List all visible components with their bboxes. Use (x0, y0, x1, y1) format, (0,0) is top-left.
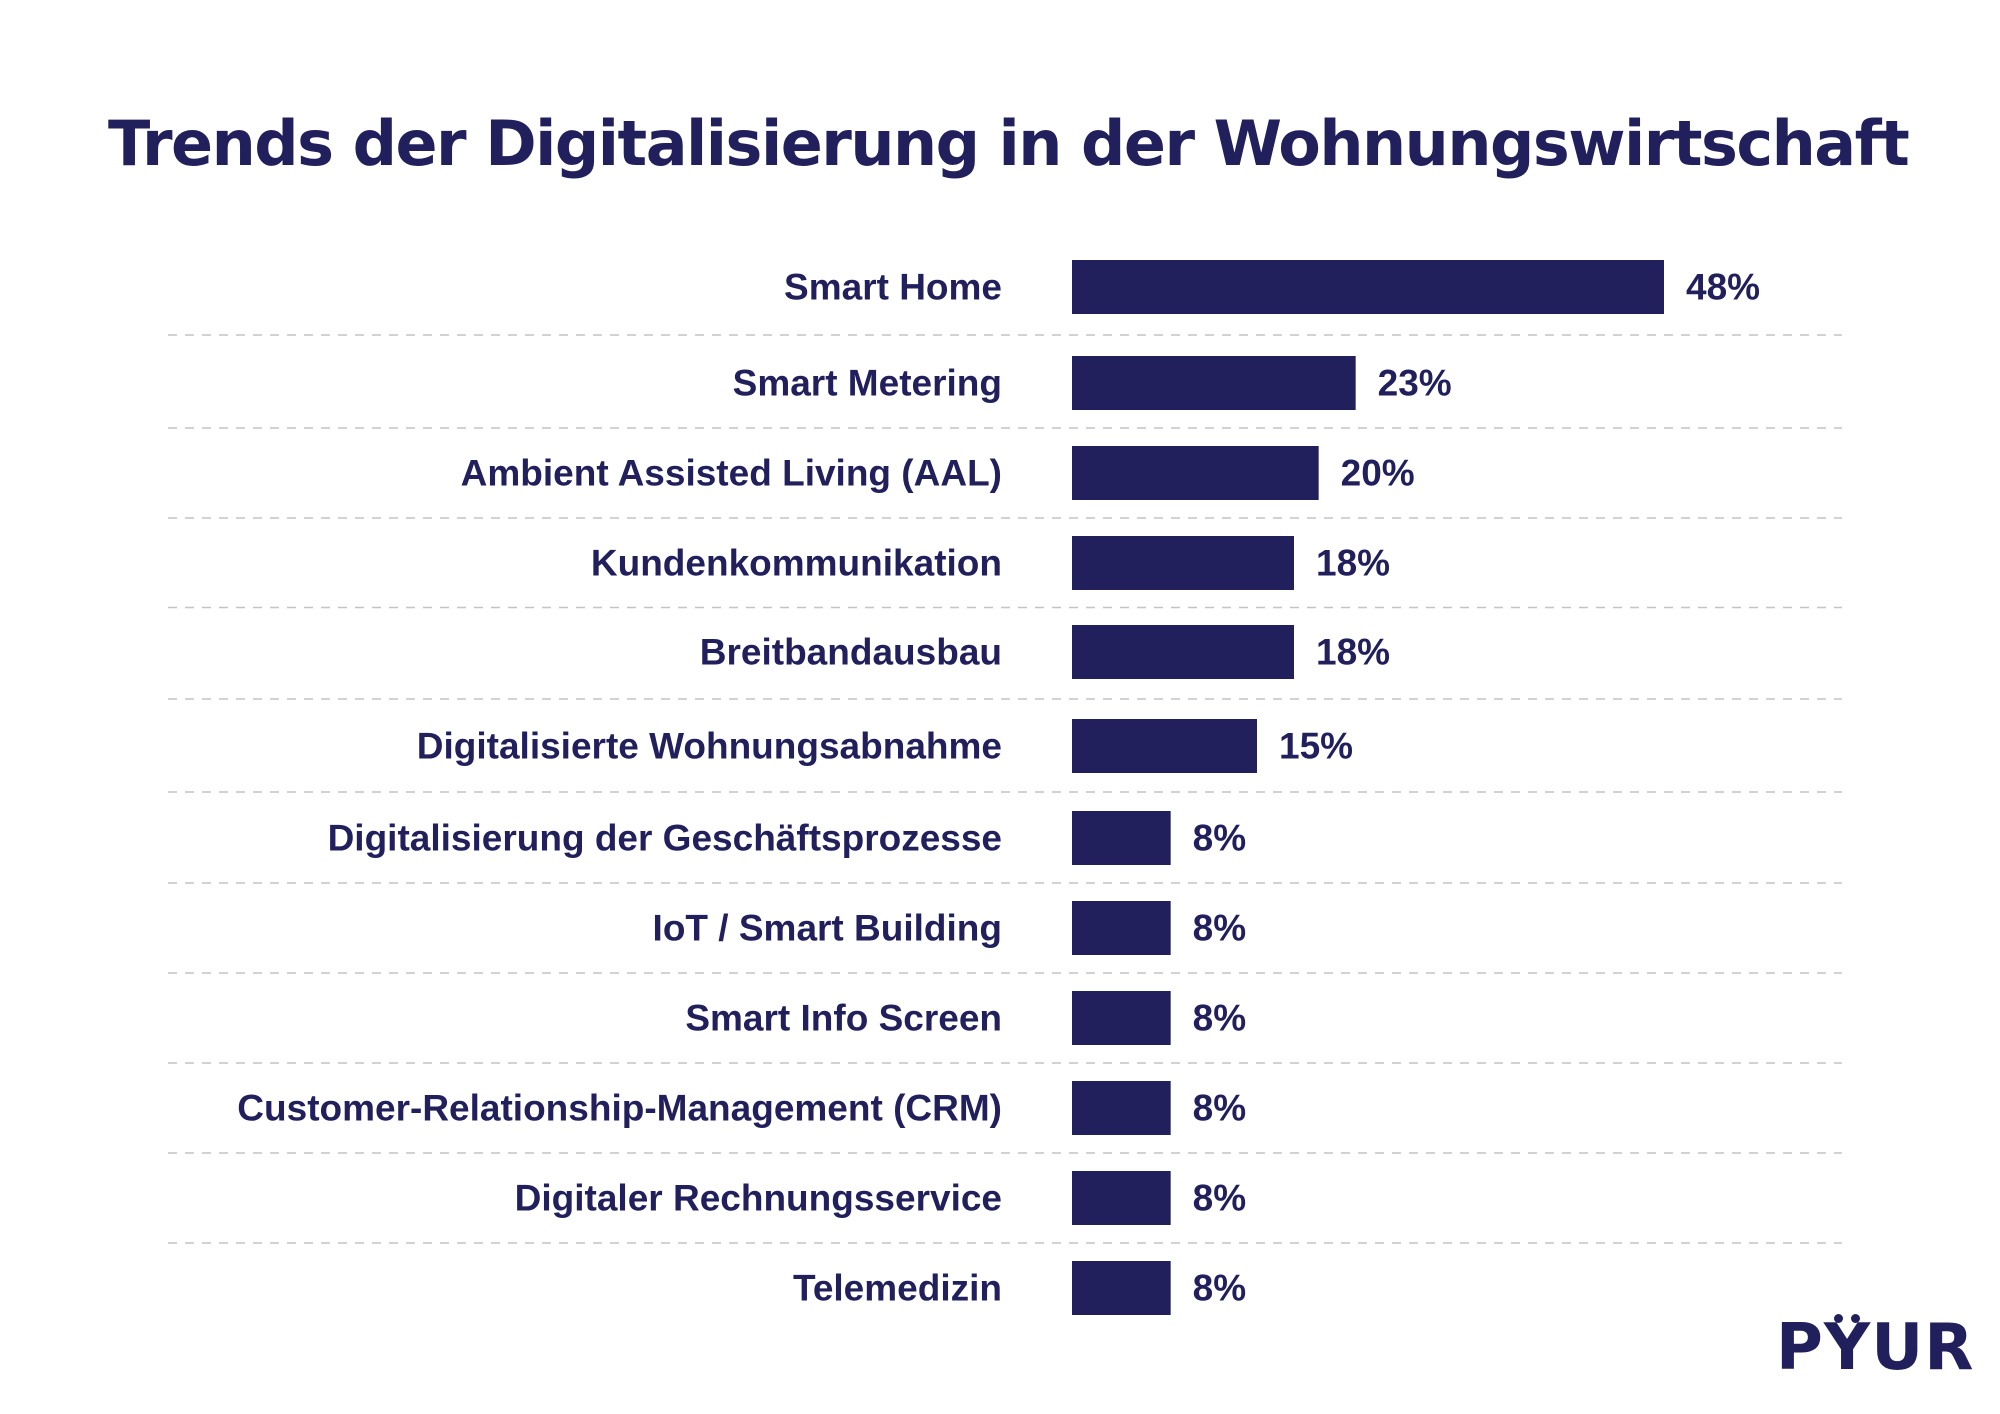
value-labels: 48% 23% 20% 18% 18% 15% 8% 8% 8% 8% 8% 8% (1193, 267, 1760, 1309)
row-separators (168, 334, 1842, 1244)
bar-8 (1072, 991, 1171, 1045)
bar-7 (1072, 901, 1171, 955)
value-label-9: 8% (1193, 1088, 1246, 1129)
pyur-logo: PYUR (1776, 1308, 1974, 1388)
bar-0 (1072, 260, 1664, 314)
category-label-0: Smart Home (784, 267, 1002, 308)
bar-4 (1072, 625, 1294, 679)
value-label-1: 23% (1378, 363, 1452, 404)
category-label-5: Digitalisierte Wohnungsabnahme (417, 726, 1002, 767)
logo-text: PYUR (1776, 1311, 1975, 1385)
value-label-4: 18% (1316, 632, 1390, 673)
value-label-10: 8% (1193, 1178, 1246, 1219)
value-label-0: 48% (1686, 267, 1760, 308)
value-label-7: 8% (1193, 908, 1246, 949)
value-label-11: 8% (1193, 1268, 1246, 1309)
bar-10 (1072, 1171, 1171, 1225)
bar-group (1072, 260, 1664, 1315)
value-label-8: 8% (1193, 998, 1246, 1039)
category-label-1: Smart Metering (733, 363, 1002, 404)
value-label-6: 8% (1193, 818, 1246, 859)
category-label-9: Customer-Relationship-Management (CRM) (237, 1088, 1002, 1129)
category-label-6: Digitalisierung der Geschäftsprozesse (328, 818, 1002, 859)
chart-title: Trends der Digitalisierung in der Wohnun… (108, 107, 1910, 180)
category-label-10: Digitaler Rechnungsservice (515, 1178, 1002, 1219)
bar-9 (1072, 1081, 1171, 1135)
bar-6 (1072, 811, 1171, 865)
category-label-7: IoT / Smart Building (653, 908, 1002, 949)
category-label-11: Telemedizin (793, 1268, 1002, 1309)
category-label-3: Kundenkommunikation (591, 543, 1002, 584)
bar-11 (1072, 1261, 1171, 1315)
value-label-2: 20% (1341, 453, 1415, 494)
category-label-8: Smart Info Screen (685, 998, 1002, 1039)
bar-1 (1072, 356, 1356, 410)
logo-dot-right (1851, 1314, 1860, 1323)
category-labels: Smart Home Smart Metering Ambient Assisted… (237, 267, 1002, 1309)
bar-5 (1072, 719, 1257, 773)
bar-3 (1072, 536, 1294, 590)
value-label-3: 18% (1316, 543, 1390, 584)
logo-dot-left (1834, 1314, 1843, 1323)
bar-2 (1072, 446, 1319, 500)
category-label-4: Breitbandausbau (700, 632, 1002, 673)
category-label-2: Ambient Assisted Living (AAL) (461, 453, 1002, 494)
value-label-5: 15% (1279, 726, 1353, 767)
